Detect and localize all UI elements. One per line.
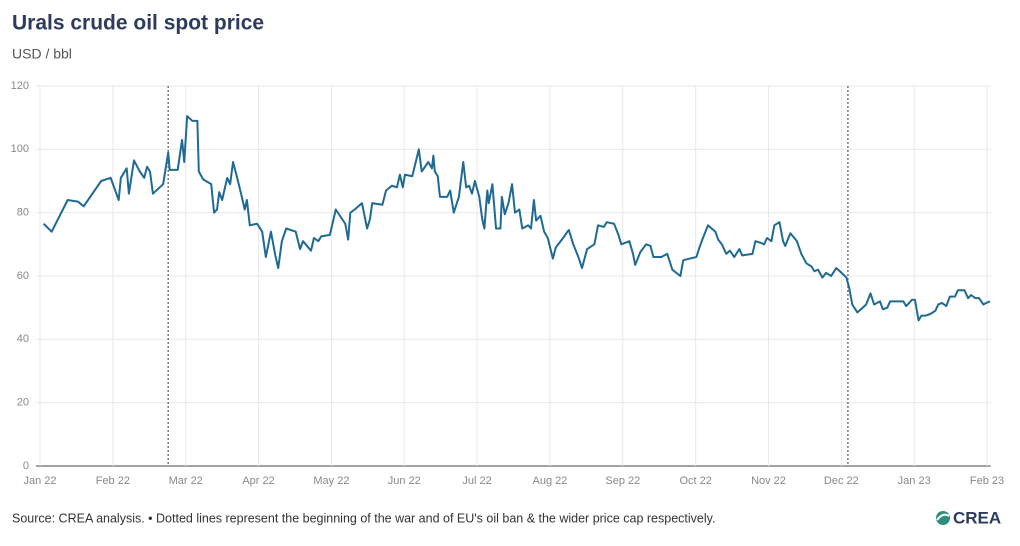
x-tick-label: Jun 22 bbox=[388, 475, 421, 487]
x-tick-label: Oct 22 bbox=[679, 475, 711, 487]
x-tick-label: Aug 22 bbox=[533, 475, 568, 487]
chart-subtitle: USD / bbl bbox=[12, 46, 72, 62]
y-tick-label: 40 bbox=[17, 333, 29, 345]
y-tick-label: 0 bbox=[23, 460, 29, 472]
chart-title: Urals crude oil spot price bbox=[12, 12, 264, 35]
x-tick-label: Sep 22 bbox=[605, 475, 640, 487]
y-tick-label: 120 bbox=[11, 80, 29, 92]
y-tick-label: 100 bbox=[11, 143, 29, 155]
price-line bbox=[42, 115, 991, 322]
x-tick-label: May 22 bbox=[313, 475, 349, 487]
y-tick-label: 20 bbox=[17, 397, 29, 409]
y-tick-label: 60 bbox=[17, 270, 29, 282]
x-tick-label: Jan 23 bbox=[898, 475, 931, 487]
x-tick-label: Feb 22 bbox=[96, 475, 130, 487]
source-note: Source: CREA analysis. • Dotted lines re… bbox=[12, 511, 715, 525]
logo: CREA bbox=[936, 508, 1001, 527]
x-tick-label: Mar 22 bbox=[169, 475, 203, 487]
x-tick-label: Nov 22 bbox=[751, 475, 786, 487]
x-tick-label: Apr 22 bbox=[242, 475, 274, 487]
x-tick-label: Dec 22 bbox=[824, 475, 859, 487]
x-tick-label: Jan 22 bbox=[23, 475, 56, 487]
x-tick-label: Jul 22 bbox=[462, 475, 491, 487]
y-tick-label: 80 bbox=[17, 207, 29, 219]
logo-icon-swoosh bbox=[936, 513, 950, 521]
logo-text: CREA bbox=[953, 508, 1001, 527]
x-tick-label: Feb 23 bbox=[970, 475, 1004, 487]
